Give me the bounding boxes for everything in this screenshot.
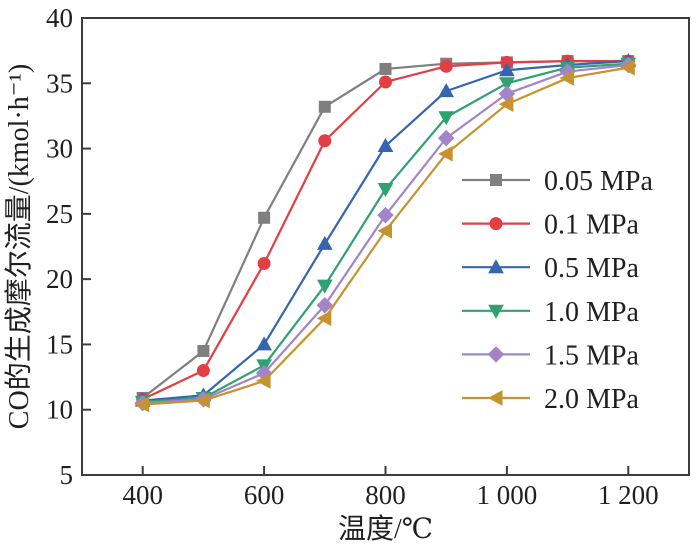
data-point [438, 145, 453, 162]
data-point [437, 129, 455, 147]
legend-item: 0.1 MPa [462, 210, 639, 241]
data-point [498, 96, 514, 113]
data-point [134, 396, 150, 413]
data-point [377, 183, 394, 198]
data-point [318, 134, 332, 148]
legend-item: 1.0 MPa [462, 297, 639, 328]
data-point [316, 279, 333, 294]
legend-item: 0.05 MPa [462, 166, 653, 197]
y-tick-label: 15 [46, 329, 73, 359]
legend: 0.05 MPa 0.1 MPa 0.5 MPa 1.0 MPa 1.5 MPa 2.0 … [462, 166, 653, 415]
legend-item: 1.5 MPa [462, 340, 639, 371]
data-point [499, 77, 515, 92]
x-tick-label: 1 200 [598, 480, 659, 510]
legend-item: 0.5 MPa [462, 253, 639, 284]
circle-icon [489, 217, 503, 231]
data-point [256, 336, 272, 351]
legend-label: 0.05 MPa [544, 166, 653, 197]
legend-label: 0.1 MPa [544, 210, 639, 241]
data-point [316, 297, 334, 314]
triangle-up-icon [488, 259, 504, 274]
x-tick-label: 400 [122, 480, 163, 510]
y-tick-label: 25 [46, 199, 73, 229]
y-tick-label: 5 [60, 460, 74, 490]
legend-label: 1.5 MPa [544, 340, 639, 371]
y-axis-title: CO的生成摩尔流量/(kmol·h⁻¹) [3, 64, 35, 429]
x-axis-title: 温度/℃ [338, 513, 433, 545]
data-point [195, 392, 210, 409]
data-point [316, 310, 332, 327]
y-tick-label: 10 [46, 395, 73, 425]
data-point [318, 100, 331, 113]
series-2-0-MPa [134, 59, 635, 413]
data-point [257, 256, 271, 270]
data-point [620, 59, 635, 76]
legend-item: 2.0 MPa [462, 384, 639, 415]
data-point [439, 59, 453, 73]
data-point [438, 83, 455, 98]
legend-label: 1.0 MPa [544, 297, 639, 328]
data-point [379, 62, 392, 75]
data-point [379, 75, 392, 89]
legend-label: 0.5 MPa [544, 253, 639, 284]
data-point [197, 344, 210, 357]
triangle-left-icon [487, 390, 503, 406]
data-point [559, 70, 575, 86]
y-tick-label: 20 [46, 264, 73, 294]
data-point [438, 111, 455, 126]
series-0-1-MPa [136, 54, 635, 406]
x-tick-label: 800 [365, 480, 406, 510]
y-tick-label: 40 [46, 3, 73, 33]
data-point [377, 222, 392, 239]
data-point [499, 62, 515, 77]
data-point [258, 211, 271, 224]
diamond-icon [487, 346, 505, 363]
data-point [316, 235, 333, 250]
y-tick-label: 30 [46, 134, 73, 164]
legend-label: 2.0 MPa [544, 384, 639, 415]
data-point [377, 137, 394, 152]
data-point [377, 206, 394, 224]
square-icon [490, 174, 502, 186]
triangle-down-icon [488, 304, 504, 319]
y-tick-label: 35 [46, 68, 73, 98]
x-tick-label: 1 000 [477, 480, 538, 510]
x-tick-label: 600 [244, 480, 285, 510]
data-point [196, 364, 210, 378]
data-point [256, 373, 271, 389]
